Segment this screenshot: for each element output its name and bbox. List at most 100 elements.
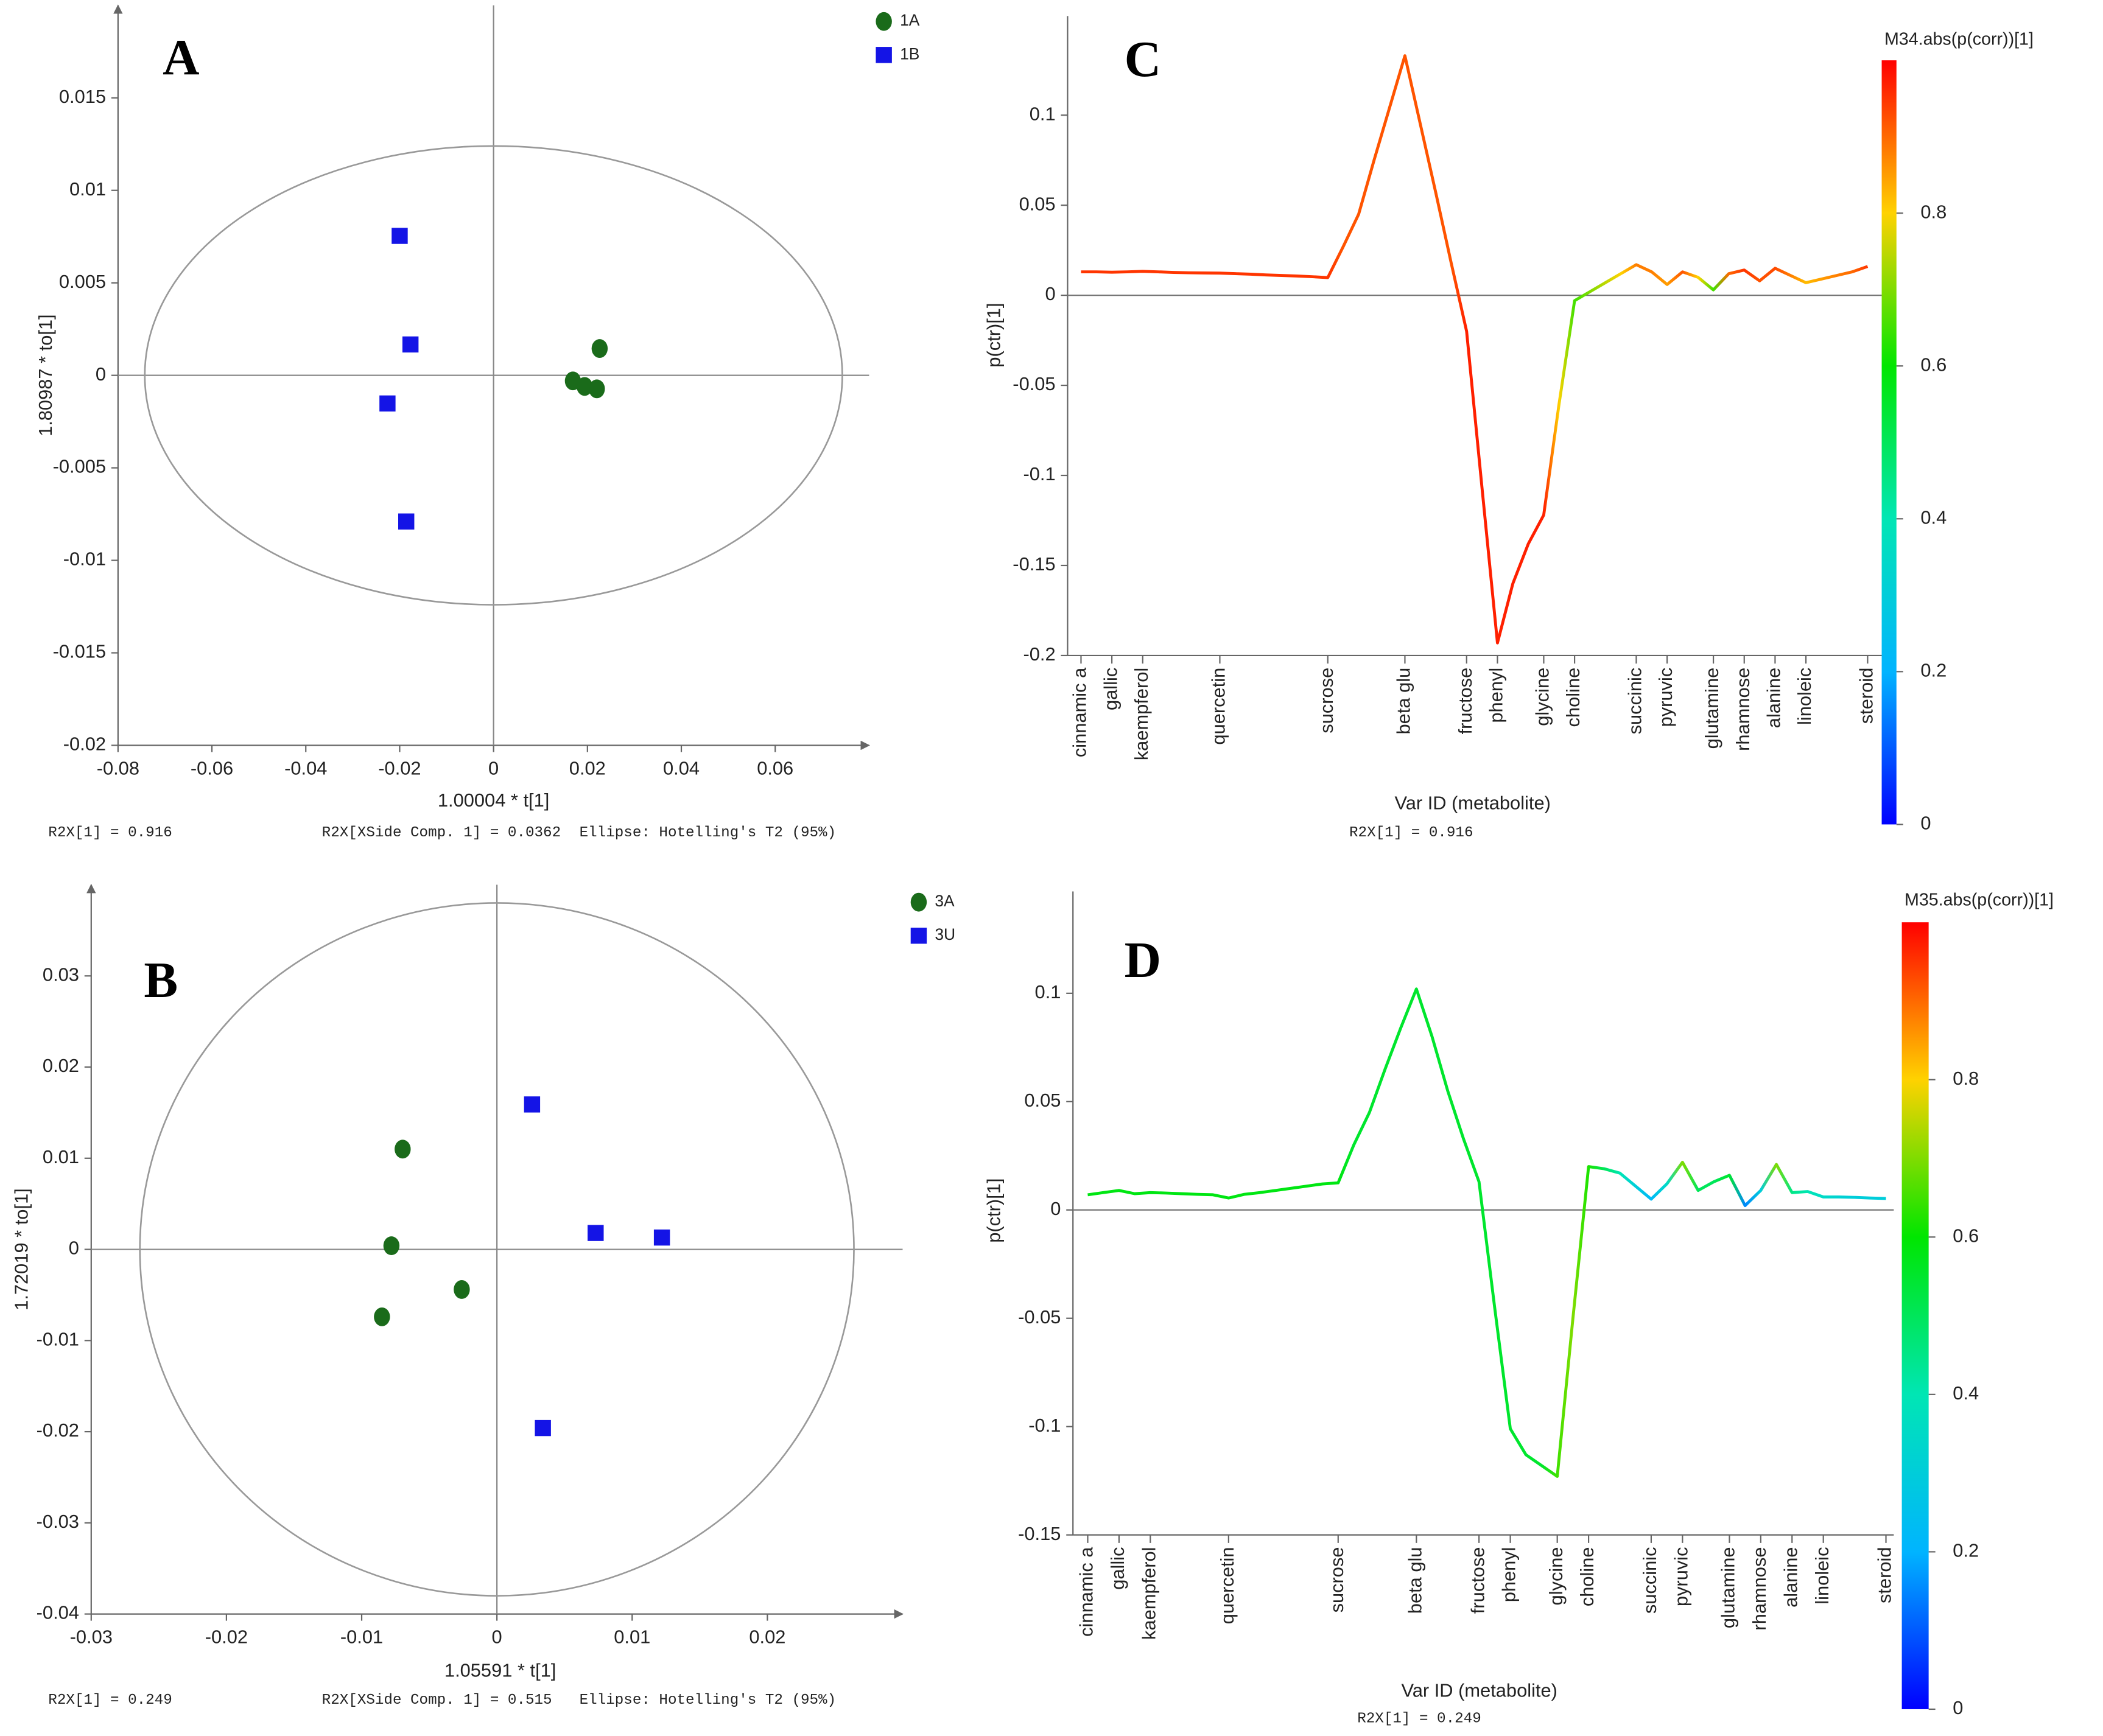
y-tick-label: -0.15 [1018, 1523, 1061, 1544]
panel-label: A [163, 30, 199, 86]
x-tick-label: kaempferol [1131, 668, 1152, 760]
y-tick-label: -0.02 [37, 1419, 79, 1441]
x-tick-label: linoleic [1811, 1547, 1833, 1604]
colorbar-tick-label: 0.4 [1953, 1382, 1979, 1404]
x-tick-label: beta glu [1404, 1547, 1425, 1614]
point [374, 1307, 390, 1326]
x-tick-label: steroid [1856, 668, 1877, 724]
y-axis-label: 1.72019 * to[1] [11, 1188, 32, 1311]
point [398, 513, 415, 530]
x-tick-label: -0.04 [284, 757, 327, 779]
point [395, 1139, 411, 1159]
point [391, 228, 408, 244]
panel-label: C [1125, 31, 1161, 88]
x-tick-label: phenyl [1498, 1547, 1520, 1602]
y-tick-label: 0.01 [43, 1146, 79, 1167]
y-tick-label: -0.03 [37, 1511, 79, 1532]
y-tick-label: 0.01 [69, 178, 106, 200]
x-tick-label: cinnamic a [1069, 667, 1090, 757]
colorbar-tick-label: 0 [1953, 1697, 1963, 1718]
x-tick-label: pyruvic [1655, 668, 1676, 727]
legend-marker [910, 892, 927, 912]
x-tick-label: alanine [1780, 1547, 1801, 1607]
x-tick-label: succinic [1639, 1547, 1660, 1614]
y-tick-label: 0.05 [1019, 193, 1056, 214]
y-tick-label: -0.15 [1013, 553, 1055, 575]
x-tick-label: fructose [1455, 668, 1476, 735]
y-tick-label: 0.005 [59, 271, 106, 292]
legend-label: 3A [935, 892, 955, 910]
y-tick-label: -0.1 [1023, 463, 1055, 485]
colorbar-tick-label: 0.2 [1920, 660, 1947, 681]
y-tick-label: 0.1 [1030, 103, 1056, 124]
x-tick-label: sucrose [1316, 668, 1337, 733]
y-tick-label: -0.05 [1013, 373, 1055, 394]
panel-label: B [144, 952, 178, 1009]
colorbar-tick-label: 0 [1920, 813, 1931, 834]
y-tick-label: -0.01 [63, 548, 106, 570]
colorbar [1881, 60, 1897, 825]
y-tick-label: 0.02 [43, 1055, 79, 1076]
x-tick-label: steroid [1874, 1547, 1895, 1603]
x-tick-label: fructose [1467, 1547, 1488, 1614]
x-tick-label: alanine [1763, 668, 1785, 728]
x-tick-label: gallic [1100, 668, 1121, 710]
point [379, 395, 396, 412]
x-tick-label: linoleic [1794, 668, 1815, 725]
y-tick-label: 0 [1045, 283, 1055, 304]
annotation: R2X[1] = 0.916 [1349, 825, 1473, 841]
panel-label: D [1125, 932, 1161, 989]
x-tick-label: gallic [1107, 1547, 1128, 1589]
x-tick-label: sucrose [1326, 1547, 1347, 1612]
x-tick-label: 0.02 [569, 757, 606, 779]
point [535, 1419, 551, 1437]
colorbar-tick-label: 0.8 [1953, 1068, 1979, 1089]
x-tick-label: -0.01 [340, 1626, 383, 1647]
annotation: Ellipse: Hotelling's T2 (95%) [580, 825, 837, 841]
y-tick-label: -0.005 [53, 456, 106, 477]
x-tick-label: 0 [492, 1626, 502, 1647]
annotation: R2X[XSide Comp. 1] = 0.0362 [322, 825, 561, 841]
annotation: R2X[XSide Comp. 1] = 0.515 [322, 1692, 552, 1709]
y-tick-label: 0.1 [1035, 981, 1061, 1003]
hotelling-ellipse [139, 902, 855, 1597]
x-axis-label: Var ID (metabolite) [1401, 1679, 1557, 1701]
legend-marker [876, 47, 892, 63]
y-tick-label: 0.015 [59, 86, 106, 107]
y-tick-label: -0.05 [1018, 1306, 1061, 1328]
loading-line [1087, 987, 1886, 1478]
y-tick-label: -0.01 [37, 1328, 79, 1349]
x-tick-label: choline [1576, 1547, 1598, 1606]
x-tick-label: pyruvic [1670, 1547, 1691, 1606]
x-tick-label: 0 [488, 757, 499, 779]
y-axis-label: p(ctr)[1] [983, 303, 1005, 367]
x-tick-label: -0.08 [97, 757, 139, 779]
point [524, 1096, 541, 1113]
colorbar-tick-label: 0.6 [1953, 1225, 1979, 1246]
y-tick-label: 0 [1050, 1198, 1061, 1219]
x-tick-label: -0.03 [70, 1626, 113, 1647]
y-axis-label: 1.80987 * to[1] [35, 314, 56, 436]
annotation: Ellipse: Hotelling's T2 (95%) [580, 1692, 837, 1709]
y-tick-label: 0.05 [1024, 1090, 1061, 1111]
y-tick-label: -0.2 [1023, 643, 1055, 665]
colorbar-tick-label: 0.6 [1920, 354, 1947, 375]
x-tick-label: choline [1562, 668, 1584, 727]
x-tick-label: 0.01 [614, 1626, 650, 1647]
point [402, 336, 419, 353]
x-tick-label: succinic [1624, 668, 1646, 735]
x-tick-label: rhamnose [1749, 1547, 1770, 1630]
hotelling-ellipse [144, 145, 843, 606]
x-tick-label: glutamine [1718, 1547, 1739, 1628]
y-axis-label: p(ctr)[1] [983, 1178, 1005, 1243]
annotation: R2X[1] = 0.249 [48, 1692, 172, 1709]
colorbar-tick-label: 0.4 [1920, 506, 1947, 528]
colorbar-tick-label: 0.8 [1920, 201, 1947, 222]
x-tick-label: glycine [1532, 668, 1553, 726]
annotation: R2X[1] = 0.916 [48, 825, 172, 841]
x-tick-label: glutamine [1701, 668, 1722, 749]
y-tick-label: -0.015 [53, 641, 106, 662]
